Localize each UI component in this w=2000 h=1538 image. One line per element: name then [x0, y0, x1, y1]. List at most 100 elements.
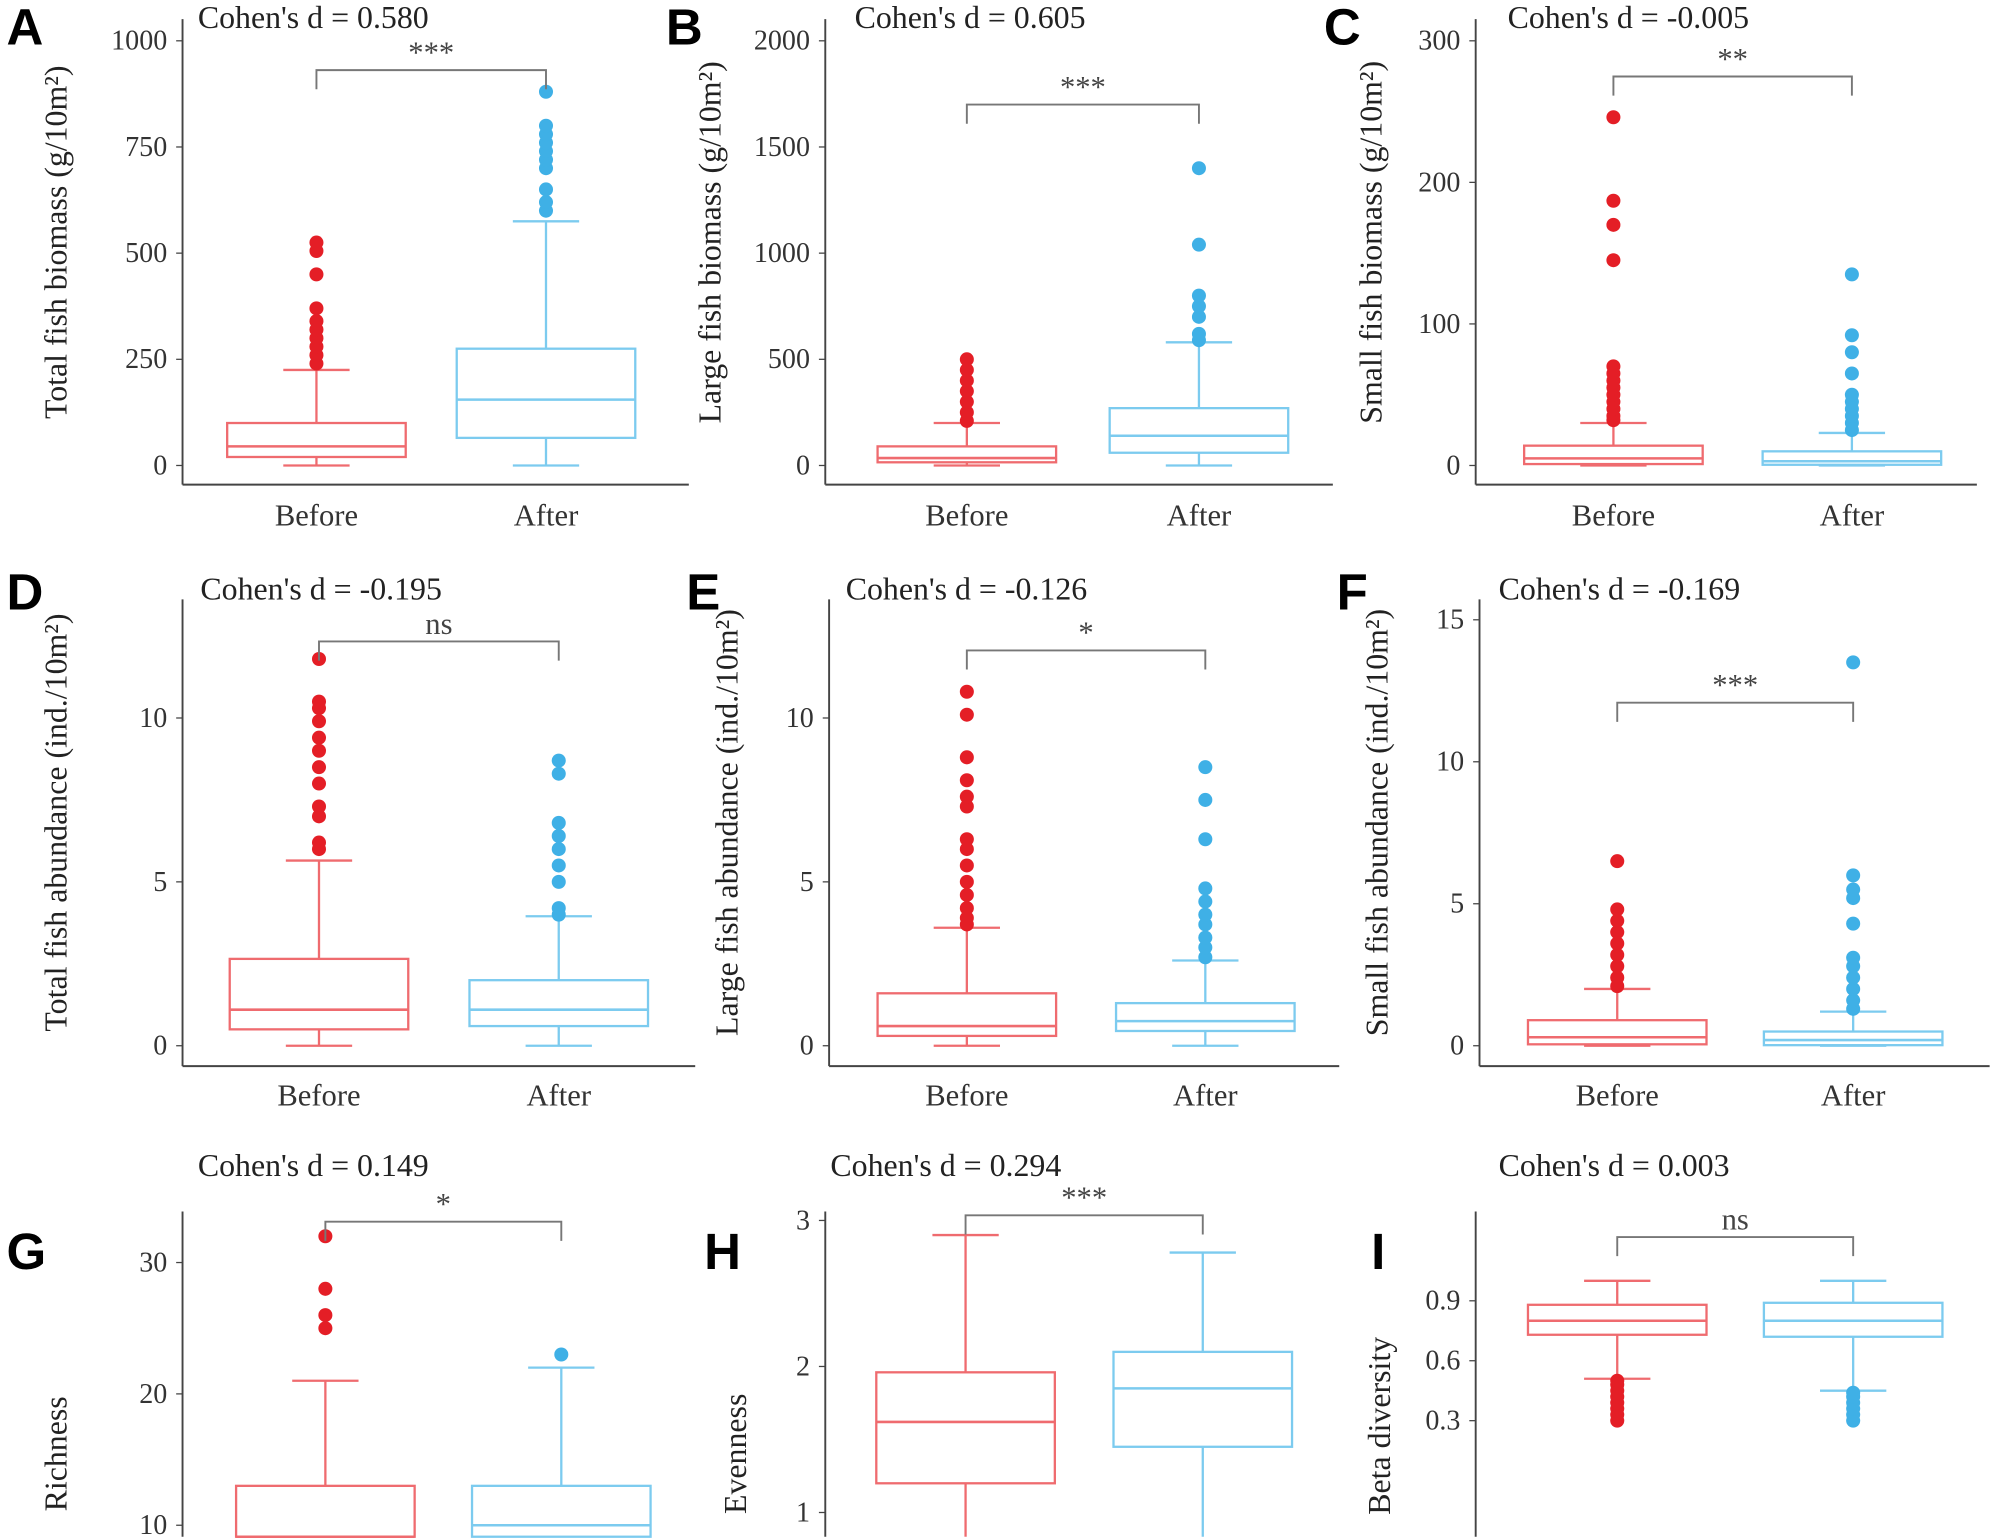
outlier-point: [1846, 970, 1861, 985]
panel-i: I Cohen's d = 0.003 Beta diversity 0.3 0.6 0.…: [1362, 1148, 1944, 1537]
y-axis-label: Large fish abundance (ind./10m²): [709, 609, 744, 1036]
outlier-point: [1610, 947, 1625, 962]
y-tick-label: 0.3: [1425, 1406, 1460, 1437]
outlier-point: [1610, 854, 1625, 869]
panel-letter: G: [7, 1223, 47, 1280]
outlier-point: [959, 887, 974, 902]
outlier-point: [1198, 881, 1213, 896]
y-tick-label: 0: [796, 450, 810, 481]
outlier-point: [959, 405, 974, 420]
iqr-box: [1761, 450, 1943, 466]
y-tick-label: 500: [768, 344, 810, 375]
panel-letter: F: [1337, 564, 1368, 621]
y-tick-label: 0.9: [1425, 1286, 1460, 1317]
iqr-box: [234, 1484, 416, 1538]
y-axis-label: Small fish biomass (g/10m²): [1353, 61, 1388, 424]
outlier-point: [538, 195, 554, 210]
outlier-point: [1191, 326, 1206, 341]
panel-title: Cohen's d = 0.605: [855, 0, 1086, 35]
y-tick-label: 0: [153, 1031, 167, 1062]
outlier-point: [309, 235, 324, 250]
panel-title: Cohen's d = 0.149: [198, 1148, 429, 1183]
outlier-point: [1610, 936, 1625, 951]
outlier-point: [959, 842, 974, 857]
y-tick-label: 0.6: [1425, 1346, 1460, 1377]
significance-label: ns: [425, 607, 452, 641]
panel-title: Cohen's d = -0.126: [846, 571, 1088, 606]
outlier-point: [1198, 832, 1213, 847]
significance-label: ***: [408, 35, 454, 69]
outlier-point: [1610, 959, 1625, 974]
panel-letter: E: [686, 564, 720, 621]
panel-title: Cohen's d = 0.580: [198, 0, 429, 35]
panel-f: F Cohen's d = -0.169 Small fish abundance …: [1337, 564, 1990, 1113]
y-axis-label: Richness: [38, 1396, 73, 1511]
significance-bracket: [1616, 1236, 1855, 1257]
y-axis-label: Total fish biomass (g/10m²): [38, 66, 73, 419]
outlier-point: [311, 809, 327, 824]
outlier-point: [959, 910, 974, 925]
outlier-point: [1191, 237, 1206, 252]
panel-letter: I: [1371, 1223, 1385, 1280]
iqr-box: [1522, 444, 1704, 466]
panel-a: A Cohen's d = 0.580 Total fish biomass (g/…: [7, 0, 689, 532]
outlier-point: [959, 874, 974, 889]
panel-letter: A: [7, 0, 44, 56]
y-tick-label: 0: [1446, 450, 1460, 481]
outlier-point: [1846, 655, 1861, 670]
outlier-point: [311, 714, 327, 729]
y-tick-label: 2000: [754, 26, 810, 57]
outlier-point: [311, 694, 327, 709]
outlier-point: [1844, 387, 1859, 402]
x-category-label: Before: [925, 1079, 1008, 1113]
significance-bracket: [965, 103, 1200, 124]
y-tick-label: 200: [1418, 167, 1460, 198]
iqr-box: [228, 957, 410, 1031]
box-after: [1761, 267, 1943, 467]
significance-label: ns: [1722, 1202, 1749, 1236]
box-before: [1526, 854, 1708, 1047]
x-category-label: After: [1167, 498, 1232, 532]
outlier-point: [1198, 894, 1213, 909]
y-tick-label: 0: [153, 450, 167, 481]
outlier-point: [1846, 993, 1861, 1008]
outlier-point: [959, 750, 974, 765]
box-before: [228, 651, 410, 1047]
outlier-point: [1610, 902, 1625, 917]
y-tick-label: 300: [1418, 26, 1460, 57]
iqr-box: [876, 445, 1058, 464]
outlier-point: [551, 858, 566, 873]
outlier-point: [311, 776, 327, 791]
outlier-point: [311, 835, 327, 850]
outlier-point: [318, 1281, 333, 1296]
significance-label: ***: [1712, 668, 1758, 702]
y-tick-label: 5: [1450, 889, 1464, 920]
outlier-point: [1606, 253, 1621, 268]
outlier-point: [959, 858, 974, 873]
outlier-point: [318, 1308, 333, 1323]
outlier-point: [311, 799, 327, 814]
iqr-box: [226, 421, 407, 459]
outlier-point: [1846, 981, 1861, 996]
outlier-point: [959, 773, 974, 788]
outlier-point: [1846, 868, 1861, 883]
y-tick-label: 1000: [754, 238, 810, 269]
outlier-point: [318, 1321, 333, 1336]
outlier-point: [1846, 1385, 1861, 1400]
y-tick-label: 10: [786, 703, 814, 734]
y-axis-label: Large fish biomass (g/10m²): [693, 61, 728, 423]
iqr-box: [1112, 1350, 1294, 1448]
box-after: [455, 84, 637, 467]
outlier-point: [1846, 916, 1861, 931]
significance-bracket: [1616, 701, 1855, 722]
x-category-label: After: [1821, 1079, 1886, 1113]
significance-bracket: [964, 1214, 1204, 1235]
box-after: [470, 1347, 652, 1538]
y-tick-label: 10: [139, 1510, 167, 1538]
outlier-point: [959, 707, 974, 722]
box-after: [468, 753, 650, 1047]
outlier-point: [554, 1347, 569, 1362]
outlier-point: [1191, 161, 1206, 176]
outlier-point: [1198, 792, 1213, 807]
